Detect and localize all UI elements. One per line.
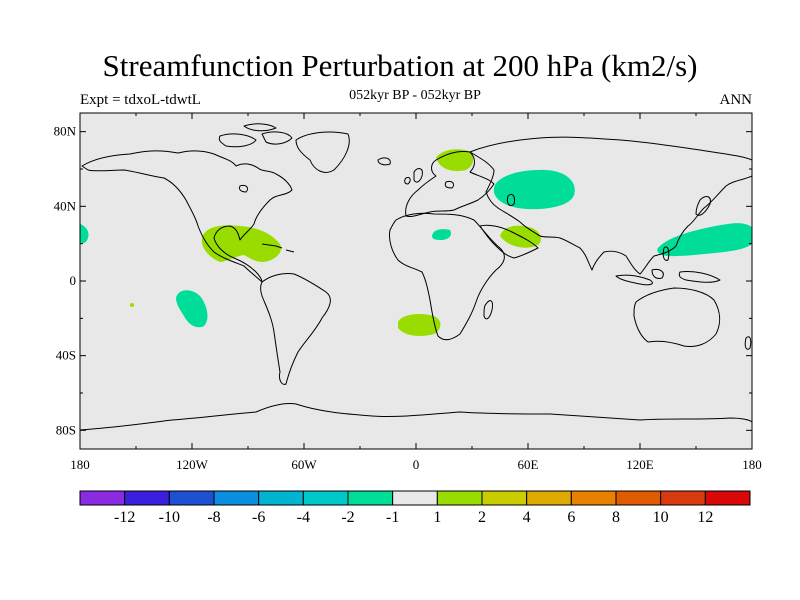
season-label: ANN: [719, 92, 753, 108]
lon-tick-label: 120E: [626, 457, 654, 472]
colorbar-label: 1: [433, 509, 441, 526]
lon-tick-label: 60W: [291, 457, 317, 472]
anomaly-east-pacific: [176, 290, 208, 328]
colorbar-label: -6: [252, 509, 265, 526]
colorbar-label: -8: [207, 509, 220, 526]
chart-title: Streamfunction Perturbation at 200 hPa (…: [102, 48, 698, 83]
colorbar-swatch: [392, 490, 438, 506]
lon-tick-label: 180: [70, 457, 90, 472]
colorbar-label: 12: [697, 509, 713, 526]
colorbar-swatch: [526, 490, 572, 506]
colorbar-label: -4: [297, 509, 310, 526]
colorbar-label: -1: [386, 509, 399, 526]
experiment-label: Expt = tdxoL-tdwtL: [80, 92, 201, 108]
colorbar-swatch: [258, 490, 304, 506]
anomaly-west-africa: [432, 229, 451, 240]
lon-tick-label: 120W: [176, 457, 209, 472]
lon-tick-label: 180: [742, 457, 762, 472]
colorbar: [79, 490, 751, 506]
anomaly-scandinavia: [436, 149, 474, 172]
colorbar-label: 8: [612, 509, 620, 526]
lat-tick-label: 80N: [54, 124, 77, 139]
anomaly-south-atlantic: [398, 314, 441, 336]
anomaly-east-pacific-edge: [80, 224, 89, 244]
colorbar-swatch: [302, 490, 349, 506]
colorbar-swatch: [79, 490, 126, 506]
colorbar-swatch: [660, 490, 706, 506]
colorbar-swatch: [615, 490, 662, 506]
lat-tick-label: 40N: [54, 198, 77, 213]
colorbar-swatch: [347, 490, 394, 506]
colorbar-swatch: [124, 490, 170, 506]
colorbar-swatch: [168, 490, 215, 506]
colorbar-label: 10: [653, 509, 669, 526]
colorbar-swatch: [213, 490, 260, 506]
lat-tick-label: 0: [70, 273, 77, 288]
anomaly-west-pacific: [657, 223, 752, 257]
anomaly-central-america: [201, 225, 282, 262]
lon-tick-label: 0: [413, 457, 420, 472]
lat-tick-label: 40S: [56, 348, 76, 363]
colorbar-label: -12: [114, 509, 135, 526]
colorbar-label: 2: [478, 509, 486, 526]
colorbar-swatch: [704, 490, 751, 506]
anomaly-central-asia: [493, 169, 575, 210]
colorbar-swatch: [436, 490, 483, 506]
colorbar-label: -10: [159, 509, 180, 526]
lat-tick-label: 80S: [56, 422, 76, 437]
anomaly-small-dot: [130, 303, 134, 307]
lon-tick-label: 60E: [518, 457, 539, 472]
colorbar-swatch: [481, 490, 528, 506]
colorbar-label: 6: [567, 509, 575, 526]
colorbar-swatch: [570, 490, 617, 506]
chart-subtitle: 052kyr BP - 052kyr BP: [349, 88, 481, 103]
coastlines: [80, 123, 752, 431]
colorbar-label: 4: [523, 509, 531, 526]
colorbar-label: -2: [341, 509, 354, 526]
